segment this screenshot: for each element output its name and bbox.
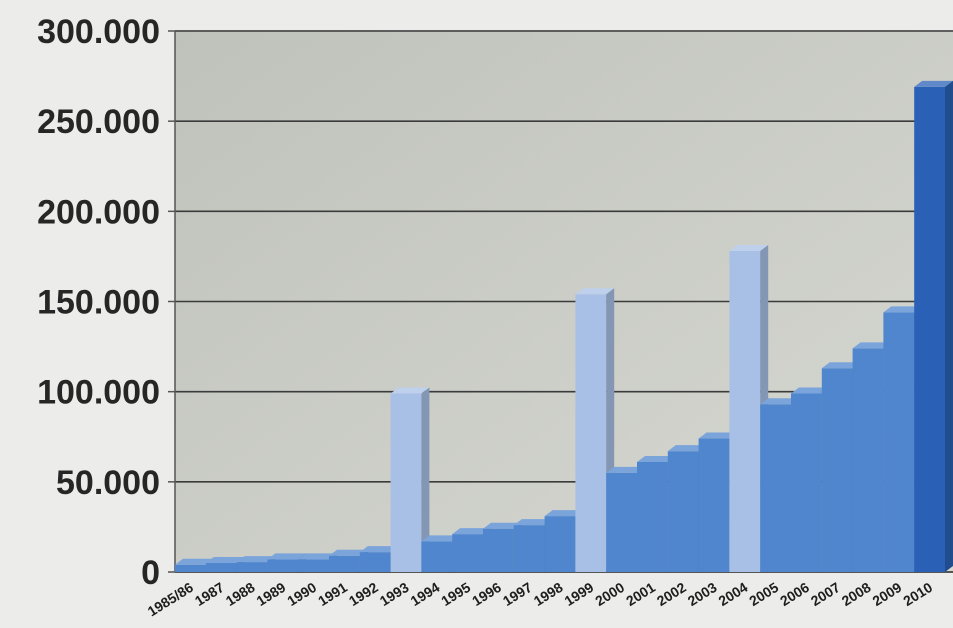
bar-front — [513, 525, 545, 572]
bar-front — [852, 348, 884, 572]
bar-top — [914, 80, 953, 87]
bar-top — [729, 245, 769, 252]
y-axis-tick-labels: 0 50.000 100.000 150.000 200.000 250.000 300.0… — [37, 13, 160, 592]
bar-top — [390, 387, 430, 394]
x-tick-label: 2001 — [623, 579, 658, 609]
x-tick-label: 2002 — [654, 579, 689, 609]
bar-top — [267, 553, 307, 560]
bar-top — [760, 398, 799, 405]
bar-top — [667, 445, 707, 452]
bar-front — [390, 393, 422, 572]
bar-top — [698, 432, 738, 439]
x-tick-label: 2000 — [592, 579, 627, 609]
bar-front — [175, 564, 206, 572]
bar-top — [513, 519, 553, 526]
bar-top — [359, 546, 399, 553]
x-tick-label: 2009 — [869, 579, 904, 609]
bar-front — [421, 541, 453, 572]
bar-top — [329, 549, 368, 556]
bar-front — [267, 559, 299, 572]
x-tick-label: 2010 — [900, 579, 935, 609]
bars — [175, 80, 953, 573]
x-tick-label: 1994 — [407, 579, 442, 609]
y-tick-label: 150.000 — [37, 284, 160, 322]
x-tick-label: 1988 — [223, 579, 258, 609]
bar-top — [236, 556, 276, 563]
bar-front — [667, 451, 699, 572]
x-axis-tick-labels: 1985/86198719881989199019911992199319941… — [145, 579, 936, 619]
x-tick-label: 2006 — [777, 579, 812, 609]
bar — [914, 80, 953, 573]
bar-front — [575, 294, 607, 572]
x-tick-label: 2004 — [715, 579, 750, 609]
bar-front — [298, 559, 329, 572]
bar-front — [452, 534, 483, 572]
y-tick-label: 100.000 — [37, 374, 160, 412]
bar-front — [359, 552, 391, 572]
bar-front — [544, 516, 576, 572]
bar-front — [821, 368, 853, 572]
x-tick-label: 1991 — [315, 579, 350, 609]
x-tick-label: 1995 — [438, 579, 473, 609]
y-tick-label: 250.000 — [37, 103, 160, 141]
bar-top — [821, 362, 861, 369]
bar-side — [945, 80, 953, 573]
x-tick-label: 1992 — [346, 579, 381, 609]
x-tick-label: 2007 — [808, 579, 843, 609]
bar-top — [883, 306, 923, 313]
x-tick-label: 1993 — [377, 579, 412, 609]
bar-front — [637, 461, 668, 572]
bar-top — [606, 466, 645, 473]
bar-top — [452, 528, 491, 535]
x-tick-label: 1989 — [253, 579, 288, 609]
bar-front — [760, 404, 791, 572]
bar — [390, 387, 430, 572]
x-tick-label: 1998 — [531, 579, 566, 609]
bar-side — [421, 387, 430, 572]
bar-top — [791, 387, 830, 394]
bar-top — [205, 556, 245, 563]
bar-front — [698, 438, 730, 572]
x-tick-label: 2003 — [685, 579, 720, 609]
bar-top — [298, 553, 337, 560]
bar-top — [637, 455, 676, 462]
bar-front — [883, 312, 915, 572]
bar-top — [421, 535, 461, 542]
bar-top — [544, 510, 584, 517]
x-tick-label: 1997 — [500, 579, 535, 609]
x-tick-label: 1990 — [284, 579, 319, 609]
bar-front — [329, 555, 360, 572]
y-tick-label: 200.000 — [37, 193, 160, 231]
x-tick-label: 2005 — [746, 579, 781, 609]
bar-top — [575, 288, 615, 295]
bar-top — [852, 342, 892, 349]
bar-front — [914, 86, 945, 573]
y-tick-label: 0 — [141, 554, 160, 592]
bar-front — [606, 472, 637, 572]
bar-top — [483, 522, 522, 529]
y-tick-label: 50.000 — [56, 464, 160, 502]
bar-top — [175, 558, 214, 565]
y-tick-label: 300.000 — [37, 13, 160, 51]
bar-front — [483, 528, 514, 572]
bar-front — [791, 393, 822, 572]
x-tick-label: 1999 — [561, 579, 596, 609]
bar-front — [236, 562, 268, 572]
x-tick-label: 1987 — [192, 579, 227, 609]
x-tick-label: 1996 — [469, 579, 504, 609]
bar-front — [729, 251, 761, 573]
bar-front — [205, 562, 237, 572]
x-tick-label: 2008 — [839, 579, 874, 609]
